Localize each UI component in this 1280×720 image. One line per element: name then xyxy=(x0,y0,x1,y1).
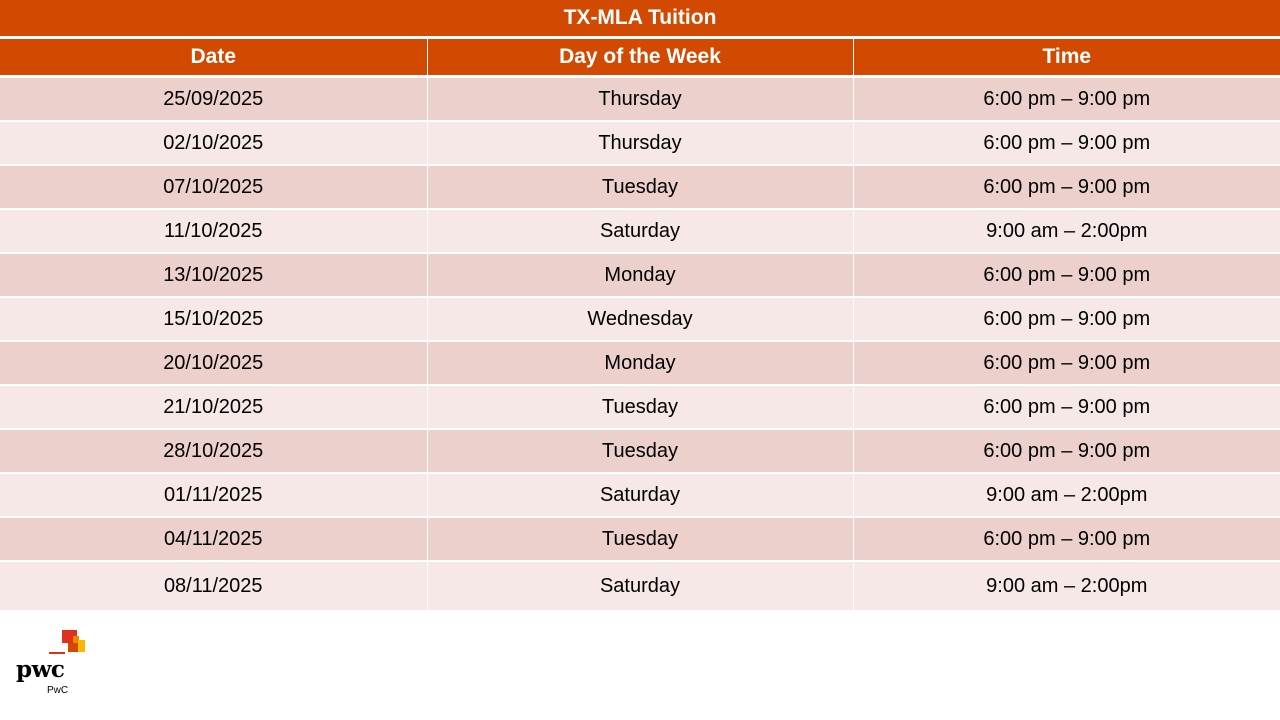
time-cell: 9:00 am – 2:00pm xyxy=(853,209,1280,254)
date-cell: 04/11/2025 xyxy=(0,517,428,562)
date-cell: 01/11/2025 xyxy=(0,473,428,518)
pwc-wordmark: pwc xyxy=(16,656,65,683)
table-header-row: Date Day of the Week Time xyxy=(0,37,1280,78)
table-row: 11/10/2025 Saturday 9:00 am – 2:00pm xyxy=(0,209,1280,254)
pwc-logo-mark-icon xyxy=(49,630,85,654)
day-cell: Saturday xyxy=(427,561,854,610)
time-cell: 6:00 pm – 9:00 pm xyxy=(853,429,1280,474)
time-cell: 9:00 am – 2:00pm xyxy=(853,473,1280,518)
time-cell: 6:00 pm – 9:00 pm xyxy=(853,297,1280,342)
table-row: 02/10/2025 Thursday 6:00 pm – 9:00 pm xyxy=(0,121,1280,166)
date-cell: 15/10/2025 xyxy=(0,297,428,342)
table-title: TX-MLA Tuition xyxy=(0,0,1280,39)
table-title-row: TX-MLA Tuition xyxy=(0,0,1280,39)
table-row: 01/11/2025 Saturday 9:00 am – 2:00pm xyxy=(0,473,1280,518)
time-cell: 6:00 pm – 9:00 pm xyxy=(853,341,1280,386)
day-cell: Tuesday xyxy=(427,517,854,562)
day-cell: Thursday xyxy=(427,76,854,122)
table-row: 15/10/2025 Wednesday 6:00 pm – 9:00 pm xyxy=(0,297,1280,342)
time-cell: 6:00 pm – 9:00 pm xyxy=(853,385,1280,430)
time-cell: 6:00 pm – 9:00 pm xyxy=(853,165,1280,210)
time-cell: 6:00 pm – 9:00 pm xyxy=(853,76,1280,122)
table-row: 13/10/2025 Monday 6:00 pm – 9:00 pm xyxy=(0,253,1280,298)
date-cell: 07/10/2025 xyxy=(0,165,428,210)
date-cell: 25/09/2025 xyxy=(0,76,428,122)
table-row: 25/09/2025 Thursday 6:00 pm – 9:00 pm xyxy=(0,76,1280,122)
table-row: 08/11/2025 Saturday 9:00 am – 2:00pm xyxy=(0,561,1280,610)
day-cell: Saturday xyxy=(427,209,854,254)
day-cell: Tuesday xyxy=(427,385,854,430)
date-cell: 13/10/2025 xyxy=(0,253,428,298)
logo-caption: PwC xyxy=(47,685,69,696)
table-row: 04/11/2025 Tuesday 6:00 pm – 9:00 pm xyxy=(0,517,1280,562)
day-cell: Monday xyxy=(427,341,854,386)
time-cell: 6:00 pm – 9:00 pm xyxy=(853,253,1280,298)
column-header-day: Day of the Week xyxy=(427,37,854,78)
day-cell: Thursday xyxy=(427,121,854,166)
column-header-time: Time xyxy=(853,37,1280,78)
tuition-schedule-table: TX-MLA Tuition Date Day of the Week Time… xyxy=(0,0,1280,610)
table-row: 28/10/2025 Tuesday 6:00 pm – 9:00 pm xyxy=(0,429,1280,474)
day-cell: Wednesday xyxy=(427,297,854,342)
time-cell: 9:00 am – 2:00pm xyxy=(853,561,1280,610)
column-header-date: Date xyxy=(0,37,428,78)
date-cell: 11/10/2025 xyxy=(0,209,428,254)
table-row: 20/10/2025 Monday 6:00 pm – 9:00 pm xyxy=(0,341,1280,386)
date-cell: 08/11/2025 xyxy=(0,561,428,610)
date-cell: 20/10/2025 xyxy=(0,341,428,386)
date-cell: 28/10/2025 xyxy=(0,429,428,474)
time-cell: 6:00 pm – 9:00 pm xyxy=(853,121,1280,166)
date-cell: 21/10/2025 xyxy=(0,385,428,430)
date-cell: 02/10/2025 xyxy=(0,121,428,166)
table-row: 21/10/2025 Tuesday 6:00 pm – 9:00 pm xyxy=(0,385,1280,430)
day-cell: Tuesday xyxy=(427,165,854,210)
table-row: 07/10/2025 Tuesday 6:00 pm – 9:00 pm xyxy=(0,165,1280,210)
pwc-logo: pwc PwC xyxy=(16,628,96,698)
day-cell: Tuesday xyxy=(427,429,854,474)
day-cell: Monday xyxy=(427,253,854,298)
time-cell: 6:00 pm – 9:00 pm xyxy=(853,517,1280,562)
day-cell: Saturday xyxy=(427,473,854,518)
